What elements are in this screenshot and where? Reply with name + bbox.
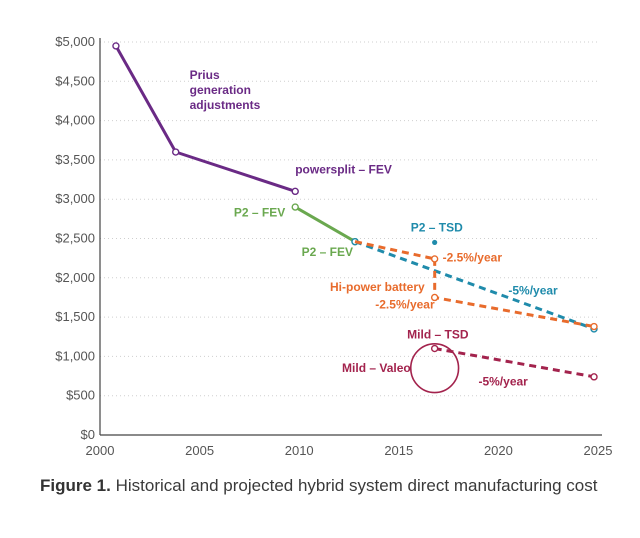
series-line-p2 — [293, 205, 357, 244]
data-point-p2 — [291, 203, 299, 211]
annotations: Prius generation adjustments powersplit – F… — [190, 68, 558, 389]
annotation-mild: -5%/year — [478, 374, 528, 388]
hybrid-cost-chart: $0 $500 $1,000 $1,500 $2,000 $2,500 $3,000 $3,5… — [55, 34, 612, 458]
series-line-tsd — [354, 240, 595, 331]
annotation-p2: P2 – FEV — [234, 205, 285, 219]
grid — [100, 41, 598, 397]
annotation-hipower: -2.5%/year — [375, 297, 435, 311]
annotation-prius: Prius generation adjustments — [190, 68, 261, 112]
x-tick-label: 2010 — [285, 443, 314, 458]
data-point-prius — [171, 148, 180, 156]
data-point-tsd — [432, 239, 438, 246]
y-tick-label: $4,500 — [55, 73, 95, 88]
series — [112, 42, 598, 394]
data-point-mild — [590, 373, 598, 381]
y-tick-label: $500 — [66, 388, 95, 403]
y-tick-label: $3,000 — [55, 191, 95, 206]
highlight-circle — [409, 343, 460, 394]
caption-label: Figure 1. — [40, 476, 111, 495]
data-point-hipower — [430, 293, 439, 302]
axes: $0 $500 $1,000 $1,500 $2,000 $2,500 $3,000 $3,5… — [55, 34, 612, 458]
y-tick-label: $0 — [81, 427, 95, 442]
annotation-prius: powersplit – FEV — [295, 162, 392, 176]
annotation-tsd: P2 – TSD — [411, 220, 463, 234]
data-point-mild — [430, 344, 439, 353]
series-line-hipower — [354, 240, 436, 261]
annotation-p2: P2 – FEV — [302, 245, 353, 259]
x-tick-label: 2000 — [86, 443, 115, 458]
y-tick-label: $2,500 — [55, 231, 95, 246]
x-tick-label: 2005 — [185, 443, 214, 458]
y-tick-label: $1,000 — [55, 348, 95, 363]
figure-caption: Figure 1. Historical and projected hybri… — [40, 474, 620, 498]
annotation-tsd: -5%/year — [508, 283, 558, 297]
y-tick-label: $4,000 — [55, 113, 95, 128]
annotation-mild: Mild – TSD — [407, 327, 469, 341]
y-tick-label: $2,000 — [55, 270, 95, 285]
x-tick-label: 2015 — [384, 443, 413, 458]
annotation-hipower: -2.5%/year — [443, 250, 503, 264]
data-point-prius — [112, 42, 120, 50]
data-point-prius — [291, 187, 299, 196]
series-line-mild — [434, 347, 595, 379]
data-point-hipower — [590, 322, 598, 331]
x-tick-label: 2025 — [584, 443, 613, 458]
y-tick-label: $3,500 — [55, 152, 95, 167]
annotation-hipower: Hi-power battery — [330, 280, 425, 294]
y-tick-label: $1,500 — [55, 309, 95, 324]
x-tick-label: 2020 — [484, 443, 513, 458]
y-tick-label: $5,000 — [55, 34, 95, 49]
caption-text: Historical and projected hybrid system d… — [110, 476, 598, 495]
annotation-mild: Mild – Valeo — [342, 361, 411, 375]
data-point-hipower — [430, 255, 439, 263]
